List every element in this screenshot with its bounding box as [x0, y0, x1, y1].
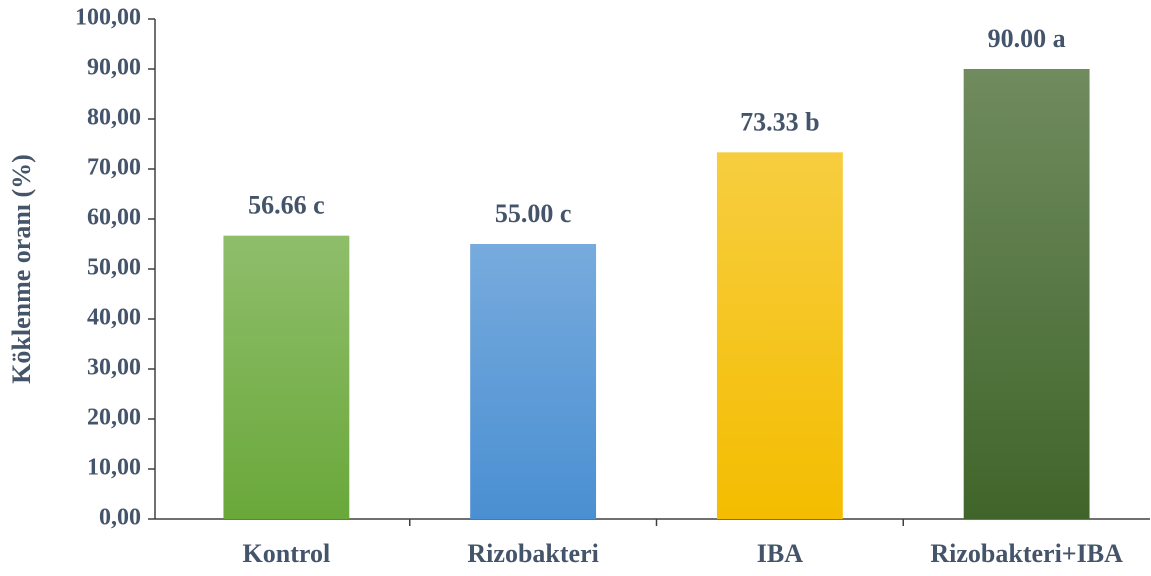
y-axis-title: Köklenme oranı (%)	[7, 154, 36, 384]
y-tick-label: 0,00	[99, 505, 141, 531]
x-tick-label: Kontrol	[243, 539, 331, 568]
y-tick-label: 20,00	[87, 405, 141, 431]
value-label: 55.00 c	[495, 199, 572, 228]
y-tick-label: 90,00	[87, 55, 141, 81]
x-tick-label: IBA	[757, 539, 803, 568]
y-tick-label: 50,00	[87, 255, 141, 281]
y-tick-label: 70,00	[87, 155, 141, 181]
bar	[223, 235, 350, 519]
x-tick-label: Rizobakteri	[467, 539, 598, 568]
bar	[716, 152, 843, 519]
value-label: 56.66 c	[248, 191, 325, 220]
x-tick-label: Rizobakteri+IBA	[930, 539, 1123, 568]
y-tick-label: 80,00	[87, 105, 141, 131]
y-tick-label: 30,00	[87, 355, 141, 381]
y-tick-label: 60,00	[87, 205, 141, 231]
y-tick-label: 10,00	[87, 455, 141, 481]
bar	[470, 244, 597, 519]
value-label: 73.33 b	[740, 107, 819, 136]
y-tick-label: 100,00	[75, 5, 141, 31]
value-label: 90.00 a	[988, 24, 1066, 53]
y-tick-label: 40,00	[87, 305, 141, 331]
bar	[963, 69, 1090, 519]
